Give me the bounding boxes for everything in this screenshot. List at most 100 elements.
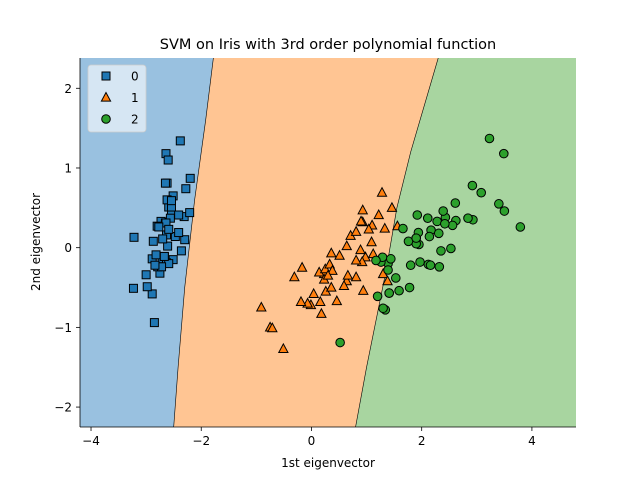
data-point-class-0 [158, 234, 168, 244]
data-point-class-1 [266, 322, 278, 333]
data-point-class-1 [357, 284, 369, 295]
data-point-class-0 [147, 289, 157, 299]
data-point-class-2 [433, 228, 444, 239]
data-point-class-1 [376, 186, 388, 197]
y-axis-label: 2nd eigenvector [29, 193, 43, 291]
data-point-class-1 [373, 208, 385, 220]
data-point-class-2 [335, 337, 345, 348]
data-points [128, 133, 526, 353]
data-point-class-1 [350, 271, 362, 282]
legend-marker-0 [101, 71, 111, 81]
data-point-class-2 [440, 218, 450, 229]
legend-label-1: 1 [131, 91, 139, 105]
x-tick-label: −2 [192, 434, 210, 448]
data-point-class-1 [322, 269, 334, 280]
legend-marker-1 [100, 91, 112, 102]
boundary-1-2 [355, 58, 439, 427]
data-point-class-1 [295, 295, 307, 306]
data-point-class-2 [386, 254, 396, 264]
data-point-class-2 [436, 246, 446, 256]
data-point-class-0 [185, 173, 195, 183]
data-point-class-2 [412, 210, 423, 220]
data-point-class-1 [325, 281, 337, 292]
data-point-class-1 [363, 223, 375, 234]
data-point-class-2 [422, 213, 433, 223]
data-point-class-0 [166, 196, 176, 206]
data-point-class-1 [386, 201, 398, 212]
data-point-class-2 [467, 180, 478, 191]
data-point-class-2 [424, 231, 435, 242]
data-point-class-1 [366, 236, 377, 247]
data-point-class-2 [438, 206, 448, 216]
data-point-class-1 [325, 247, 337, 258]
data-point-class-1 [382, 275, 393, 286]
data-point-class-1 [308, 287, 320, 299]
data-point-class-1 [355, 215, 367, 226]
x-tick-label: 2 [418, 434, 426, 448]
data-point-class-2 [404, 282, 415, 293]
data-point-class-2 [484, 133, 495, 144]
data-point-class-1 [331, 295, 343, 306]
decision-regions [80, 58, 576, 427]
data-point-class-2 [447, 220, 458, 231]
data-point-class-2 [463, 213, 473, 223]
data-point-class-1 [255, 301, 267, 312]
data-point-class-0 [142, 282, 152, 292]
data-point-class-2 [515, 222, 526, 232]
region-2 [355, 58, 576, 427]
data-point-class-2 [371, 255, 381, 266]
data-point-class-0 [150, 260, 160, 270]
x-tick-label: −4 [82, 434, 100, 448]
data-point-class-0 [129, 232, 139, 242]
x-tick-label: 4 [528, 434, 536, 448]
data-point-class-1 [315, 307, 327, 318]
data-point-class-2 [425, 260, 436, 271]
y-tick-label: 2 [64, 82, 72, 96]
data-point-class-1 [355, 244, 366, 255]
data-point-class-2 [384, 288, 394, 298]
y-tick-label: −2 [54, 401, 72, 415]
data-point-class-0 [175, 136, 185, 146]
data-point-class-2 [450, 198, 461, 208]
data-point-class-0 [164, 224, 174, 234]
data-point-class-1 [288, 271, 300, 282]
data-point-class-1 [357, 204, 369, 215]
data-point-class-1 [277, 342, 289, 353]
data-point-class-1 [342, 269, 354, 280]
data-point-class-0 [128, 283, 138, 293]
data-point-class-0 [141, 270, 151, 280]
data-point-class-1 [326, 264, 338, 275]
x-axis-label: 1st eigenvector [281, 456, 375, 470]
legend-box [87, 64, 147, 133]
data-point-class-2 [378, 303, 388, 314]
data-point-class-1 [338, 279, 350, 291]
data-point-class-2 [434, 262, 445, 272]
data-point-class-1 [350, 254, 362, 265]
legend-label-2: 2 [131, 113, 139, 127]
legend-label-0: 0 [131, 70, 139, 84]
data-point-class-2 [499, 206, 510, 216]
data-point-class-0 [185, 208, 195, 218]
data-point-class-2 [372, 291, 383, 302]
data-point-class-0 [163, 241, 173, 251]
data-point-class-2 [411, 233, 421, 243]
region-0 [80, 58, 214, 427]
y-tick-label: −1 [54, 321, 72, 335]
data-point-class-2 [398, 223, 408, 234]
data-point-class-0 [154, 222, 164, 232]
data-point-class-1 [350, 225, 362, 236]
data-point-class-0 [176, 246, 186, 256]
data-point-class-1 [334, 249, 346, 260]
data-point-class-2 [405, 260, 416, 271]
x-tick-label: 0 [308, 434, 316, 448]
data-point-class-2 [494, 199, 504, 209]
data-point-class-2 [394, 285, 404, 296]
legend-marker-2 [101, 114, 111, 124]
data-point-class-1 [314, 295, 326, 306]
data-point-class-0 [159, 251, 169, 261]
boundary-0-1 [173, 58, 214, 427]
chart-title: SVM on Iris with 3rd order polynomial fu… [160, 37, 496, 53]
data-point-class-2 [415, 257, 425, 267]
y-tick-label: 0 [64, 241, 72, 255]
